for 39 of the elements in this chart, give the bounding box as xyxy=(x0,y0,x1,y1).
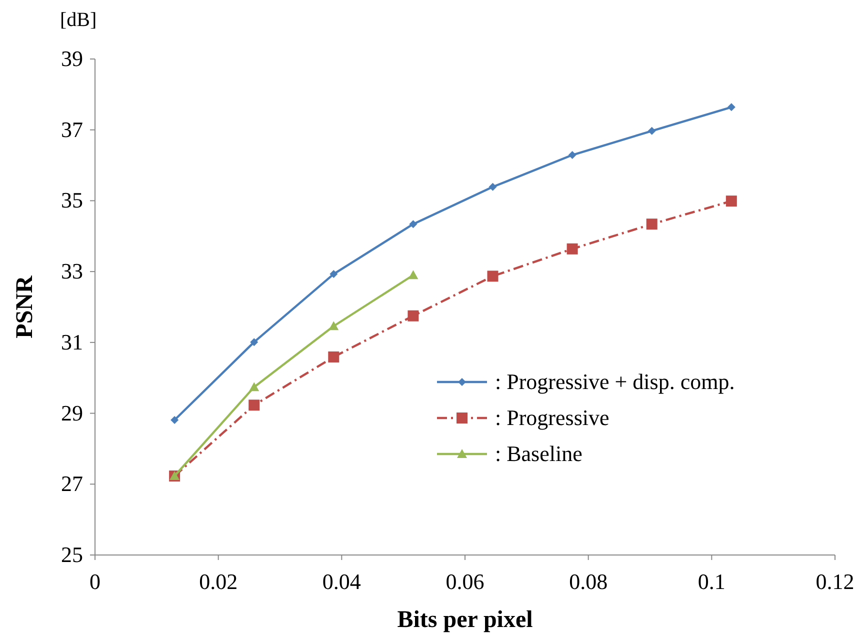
point xyxy=(250,338,258,346)
x-tick-label: 0.12 xyxy=(816,569,854,594)
point xyxy=(726,196,737,207)
y-tick-label: 33 xyxy=(61,258,83,284)
point xyxy=(648,126,656,135)
point xyxy=(566,243,578,254)
y-tick-label: 29 xyxy=(61,400,83,426)
y-tick-label: 27 xyxy=(61,471,83,496)
point xyxy=(328,351,340,362)
x-axis-title: Bits per pixel xyxy=(397,607,534,633)
x-tick-label: 0.02 xyxy=(199,569,238,594)
point xyxy=(328,321,339,330)
point xyxy=(487,270,498,282)
y-tick-label: 31 xyxy=(61,329,83,354)
x-tick-label: 0 xyxy=(90,569,100,594)
x-tick-label: 0.08 xyxy=(569,569,608,594)
x-tick-label: 0.04 xyxy=(322,569,361,594)
point xyxy=(249,382,260,392)
point xyxy=(248,400,260,411)
point xyxy=(408,310,419,322)
x-tick-label: 0.06 xyxy=(446,569,484,594)
point xyxy=(409,220,418,228)
legend-label: : Progressive xyxy=(495,405,610,430)
y-axis-title: PSNR xyxy=(12,274,38,338)
point xyxy=(568,151,576,160)
point xyxy=(170,416,179,424)
y-tick-label: 25 xyxy=(61,542,83,567)
point xyxy=(646,218,658,230)
y-tick-label: 39 xyxy=(61,46,83,71)
y-tick-label: 37 xyxy=(61,116,83,142)
legend-label: : Progressive + disp. comp. xyxy=(495,369,735,394)
point xyxy=(330,270,338,278)
point xyxy=(488,182,497,191)
point xyxy=(408,270,418,280)
legend-label: : Baseline xyxy=(495,441,582,466)
y-tick-label: 35 xyxy=(61,188,83,213)
text: [dB] xyxy=(60,9,97,31)
point xyxy=(727,103,736,112)
x-tick-label: 0.1 xyxy=(698,569,726,594)
